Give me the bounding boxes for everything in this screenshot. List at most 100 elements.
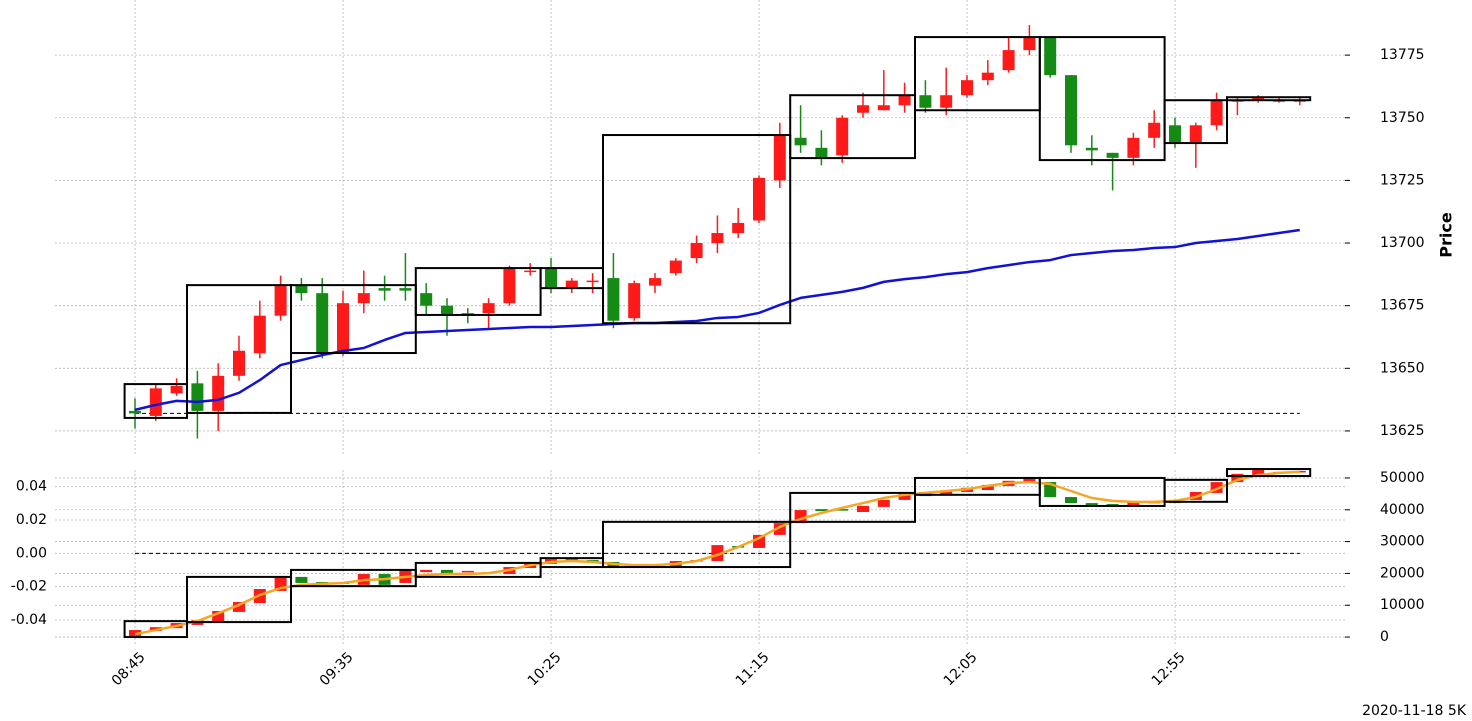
y-tick-label: 13675 (1380, 298, 1425, 314)
candle-body (212, 610, 225, 622)
range-box (414, 267, 542, 316)
candle-body (732, 222, 745, 234)
candle-body (212, 375, 225, 411)
x-tick-label: 11:15 (733, 649, 773, 689)
range-box (1226, 96, 1312, 102)
candle-body (1169, 125, 1181, 143)
candle-body (877, 499, 890, 507)
candle-body (1085, 503, 1098, 506)
candle-body (170, 385, 183, 394)
range-box (1163, 99, 1228, 145)
candle-body (357, 293, 370, 304)
candle-body (940, 95, 953, 108)
y-tick-label: 0.00 (16, 545, 47, 561)
candle-body (1252, 97, 1265, 101)
candle-body (337, 303, 349, 354)
candle-body (877, 105, 890, 111)
candle-body (981, 72, 994, 81)
candle-body (815, 509, 828, 512)
candle-body (420, 293, 433, 306)
candle-body (1002, 50, 1015, 71)
y-tick-label: 0.04 (16, 479, 47, 495)
x-tick-label: 12:05 (941, 649, 981, 689)
candle-body (711, 233, 724, 244)
candle-body (898, 95, 911, 106)
candle-body (669, 260, 682, 274)
candle-body (628, 283, 641, 319)
candle-body (1127, 501, 1140, 506)
y-tick-label: 10000 (1380, 597, 1425, 613)
candle-body (295, 576, 308, 583)
y-tick-label: 13750 (1380, 110, 1425, 126)
y-tick-label: 0 (1380, 629, 1389, 645)
y-tick-label: 13775 (1380, 47, 1425, 63)
y-tick-label: 50000 (1380, 470, 1425, 486)
candle-body (545, 268, 557, 289)
candle-body (836, 509, 849, 511)
candle-body (274, 285, 287, 316)
range-box (1226, 468, 1312, 478)
x-tick-label: 12:55 (1149, 649, 1189, 689)
range-box (789, 94, 917, 160)
candle-body (836, 117, 849, 156)
candle-body (441, 305, 453, 316)
range-box (1038, 36, 1166, 162)
candle-body (399, 288, 412, 291)
candle-body (1189, 125, 1202, 143)
candle-body (295, 285, 308, 294)
candle-body (607, 278, 620, 321)
range-box (290, 284, 417, 355)
range-box (1163, 478, 1228, 503)
candle-body (378, 288, 391, 291)
candle-body (1293, 470, 1306, 473)
candle-body (753, 177, 765, 221)
candle-body (794, 137, 807, 146)
candle-body (586, 280, 599, 283)
candle-body (253, 315, 266, 354)
candle-body (129, 410, 141, 414)
candle-body (1023, 477, 1036, 483)
candle-body (773, 135, 786, 181)
candle-body (441, 569, 453, 574)
candle-body (149, 388, 162, 416)
candle-body (233, 602, 245, 612)
range-box (414, 561, 542, 578)
candle-body (316, 293, 329, 354)
y-tick-label: 13700 (1380, 235, 1425, 251)
line-series (134, 228, 1300, 412)
candle-body (482, 303, 495, 314)
candle-body (1210, 100, 1223, 126)
candle-body (461, 570, 474, 573)
y-tick-label: 13725 (1380, 172, 1425, 188)
candle-body (1231, 473, 1244, 483)
candle-body (1127, 137, 1140, 158)
line-series (134, 470, 1300, 636)
candle-body (1044, 37, 1057, 76)
candle-body (1023, 37, 1036, 51)
y-tick-label: 13650 (1380, 360, 1425, 376)
range-box (290, 568, 417, 588)
range-box (123, 620, 188, 639)
candle-body (815, 147, 828, 158)
candle-body (961, 80, 973, 96)
range-box (789, 491, 917, 523)
x-tick-label: 08:45 (109, 649, 149, 689)
candle-body (919, 95, 932, 108)
candle-body (898, 493, 911, 500)
candle-body (1148, 122, 1161, 138)
candle-body (1252, 470, 1265, 477)
candle-body (1106, 152, 1119, 158)
y-tick-label: 0.02 (16, 512, 47, 528)
x-tick-label: 09:35 (317, 649, 357, 689)
candle-body (940, 491, 953, 495)
range-box (602, 134, 792, 325)
candle-body (649, 278, 661, 286)
candle-body (857, 505, 869, 512)
candle-body (565, 280, 578, 289)
y-tick-label: 40000 (1380, 502, 1425, 518)
candle-body (857, 105, 869, 113)
y-tick-label: 30000 (1380, 534, 1425, 550)
x-tick-label: 10:25 (525, 649, 565, 689)
